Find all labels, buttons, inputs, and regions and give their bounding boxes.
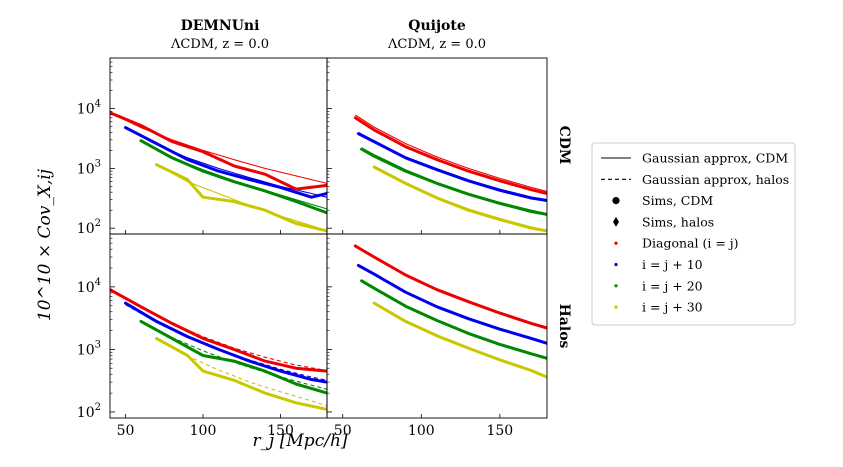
legend-diamond-marker — [613, 216, 619, 227]
sim-curve-offset-30 — [372, 301, 547, 379]
legend-entry: Sims, CDM — [612, 193, 713, 208]
legend-label: i = j + 30 — [642, 300, 703, 315]
legend-entry: Diagonal (i = j) — [614, 236, 739, 251]
sim-curve-offset-20 — [139, 139, 327, 215]
y-tick-label: 103 — [77, 339, 101, 358]
col-subtitle-quijote: ΛCDM, z = 0.0 — [387, 37, 486, 52]
model-curve-offset-30 — [156, 164, 327, 232]
x-tick-label: 50 — [334, 423, 352, 439]
x-tick-label: 100 — [408, 423, 435, 439]
legend-entry: Gaussian approx, CDM — [601, 151, 788, 166]
x-axis-label: r_j [Mpc/h] — [252, 431, 347, 451]
panel-cdm-demnuni: 102 103 104 — [77, 57, 328, 237]
sim-curve-offset-20 — [360, 279, 547, 360]
y-axis-label: 10^10 × Cov_X,ij — [35, 168, 55, 321]
y-tick-label: 103 — [77, 158, 101, 177]
legend-entry: Gaussian approx, halos — [601, 172, 789, 187]
sim-curve-offset-30 — [155, 163, 327, 233]
plot-area — [353, 244, 547, 379]
panel-halos-quijote: 50 100 150 — [326, 233, 548, 439]
sim-curve-offset-0 — [353, 244, 547, 330]
legend-label: i = j + 10 — [642, 257, 703, 272]
legend-label: Sims, halos — [642, 214, 714, 229]
sim-curve-offset-20 — [139, 319, 327, 395]
legend-entry: i = j + 20 — [614, 278, 703, 293]
row-label-cdm: CDM — [556, 126, 572, 165]
panel-cdm-quijote — [326, 57, 548, 235]
legend-entry: i = j + 10 — [614, 257, 703, 272]
legend-box — [591, 142, 796, 326]
model-curve-offset-30 — [373, 165, 547, 231]
legend-color-dot — [614, 284, 618, 288]
sim-curve-offset-30 — [372, 165, 547, 233]
sim-curve-offset-0 — [110, 111, 327, 191]
sim-curve-offset-10 — [124, 126, 327, 199]
col-title-quijote: Quijote — [408, 18, 466, 34]
legend-entry: i = j + 30 — [614, 300, 703, 315]
legend-label: Diagonal (i = j) — [642, 236, 739, 251]
legend-entry: Sims, halos — [613, 214, 714, 229]
sim-curve-offset-30 — [155, 336, 327, 411]
sim-curve-offset-0 — [353, 116, 547, 195]
plot-area — [110, 111, 327, 233]
y-tick-label: 102 — [77, 402, 101, 421]
panel-frame — [109, 57, 328, 235]
row-label-halos: Halos — [556, 304, 572, 349]
model-curve-offset-30 — [156, 337, 327, 407]
x-tick-label: 150 — [486, 423, 513, 439]
legend-items: Gaussian approx, CDM Gaussian approx, hal… — [601, 151, 789, 315]
col-title-demnuni: DEMNUni — [181, 18, 260, 34]
x-tick-label: 50 — [117, 423, 135, 439]
x-tick-label: 100 — [190, 423, 217, 439]
y-tick-label: 102 — [77, 218, 101, 237]
legend-label: Gaussian approx, halos — [642, 172, 789, 187]
col-subtitle-demnuni: ΛCDM, z = 0.0 — [170, 37, 269, 52]
legend-color-dot — [614, 241, 618, 245]
legend-color-dot — [614, 262, 618, 267]
legend-circle-marker — [612, 197, 620, 205]
sim-curve-offset-10 — [356, 263, 547, 345]
model-curve-offset-0 — [110, 112, 327, 184]
sim-curve-offset-10 — [124, 301, 327, 384]
panel-frame — [109, 233, 328, 419]
legend-color-dot — [614, 305, 618, 309]
panels: 102 103 104 50 100 150 102 103 104 50 100 150 — [77, 57, 548, 439]
x-tick-label: 150 — [267, 423, 294, 439]
plot-area — [353, 114, 547, 233]
sim-curve-offset-10 — [356, 132, 547, 202]
sim-curve-offset-0 — [110, 288, 327, 373]
legend: Gaussian approx, CDM Gaussian approx, hal… — [591, 142, 796, 326]
legend-label: Sims, CDM — [642, 193, 713, 208]
y-tick-label: 104 — [77, 277, 101, 296]
panel-frame — [326, 233, 548, 419]
sim-curve-offset-20 — [360, 147, 547, 216]
legend-label: i = j + 20 — [642, 278, 703, 293]
plot-area — [110, 288, 327, 411]
panel-halos-demnuni: 50 100 150 102 103 104 — [77, 233, 328, 439]
legend-label: Gaussian approx, CDM — [642, 151, 788, 166]
model-curve-offset-0 — [355, 114, 547, 193]
y-tick-label: 104 — [77, 99, 101, 118]
